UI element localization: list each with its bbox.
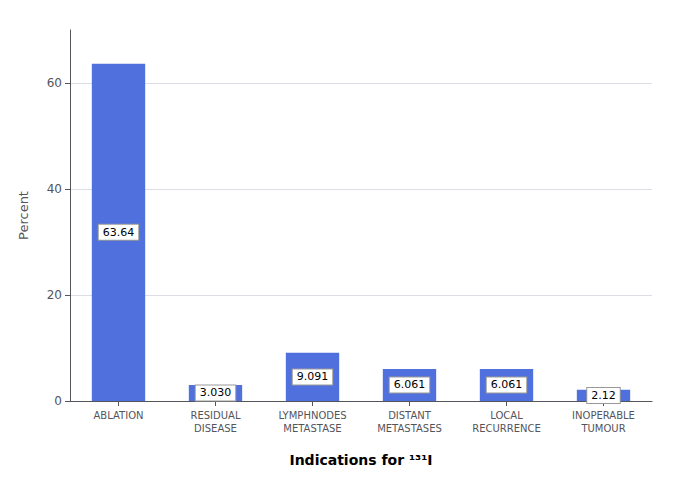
- svg-text:LOCAL: LOCAL: [490, 410, 523, 421]
- svg-text:RESIDUAL: RESIDUAL: [191, 410, 241, 421]
- svg-text:DISTANT: DISTANT: [388, 410, 432, 421]
- svg-text:40: 40: [47, 182, 62, 196]
- svg-text:63.64: 63.64: [103, 226, 135, 239]
- svg-text:3.030: 3.030: [200, 386, 232, 399]
- svg-text:20: 20: [47, 288, 62, 302]
- svg-text:METASTASE: METASTASE: [283, 423, 341, 434]
- svg-text:DISEASE: DISEASE: [194, 423, 237, 434]
- svg-text:METASTASES: METASTASES: [377, 423, 442, 434]
- svg-text:INOPERABLE: INOPERABLE: [572, 410, 635, 421]
- svg-text:ABLATION: ABLATION: [94, 410, 144, 421]
- svg-text:6.061: 6.061: [491, 378, 523, 391]
- svg-text:Indications for ¹³¹I: Indications for ¹³¹I: [289, 452, 432, 468]
- svg-text:9.091: 9.091: [297, 370, 329, 383]
- svg-text:TUMOUR: TUMOUR: [580, 423, 625, 434]
- svg-text:0: 0: [54, 394, 62, 408]
- svg-text:Percent: Percent: [16, 191, 31, 240]
- svg-text:6.061: 6.061: [394, 378, 426, 391]
- svg-text:RECURRENCE: RECURRENCE: [472, 423, 541, 434]
- svg-text:60: 60: [47, 76, 62, 90]
- svg-text:2.12: 2.12: [591, 389, 616, 402]
- svg-text:LYMPHNODES: LYMPHNODES: [278, 410, 346, 421]
